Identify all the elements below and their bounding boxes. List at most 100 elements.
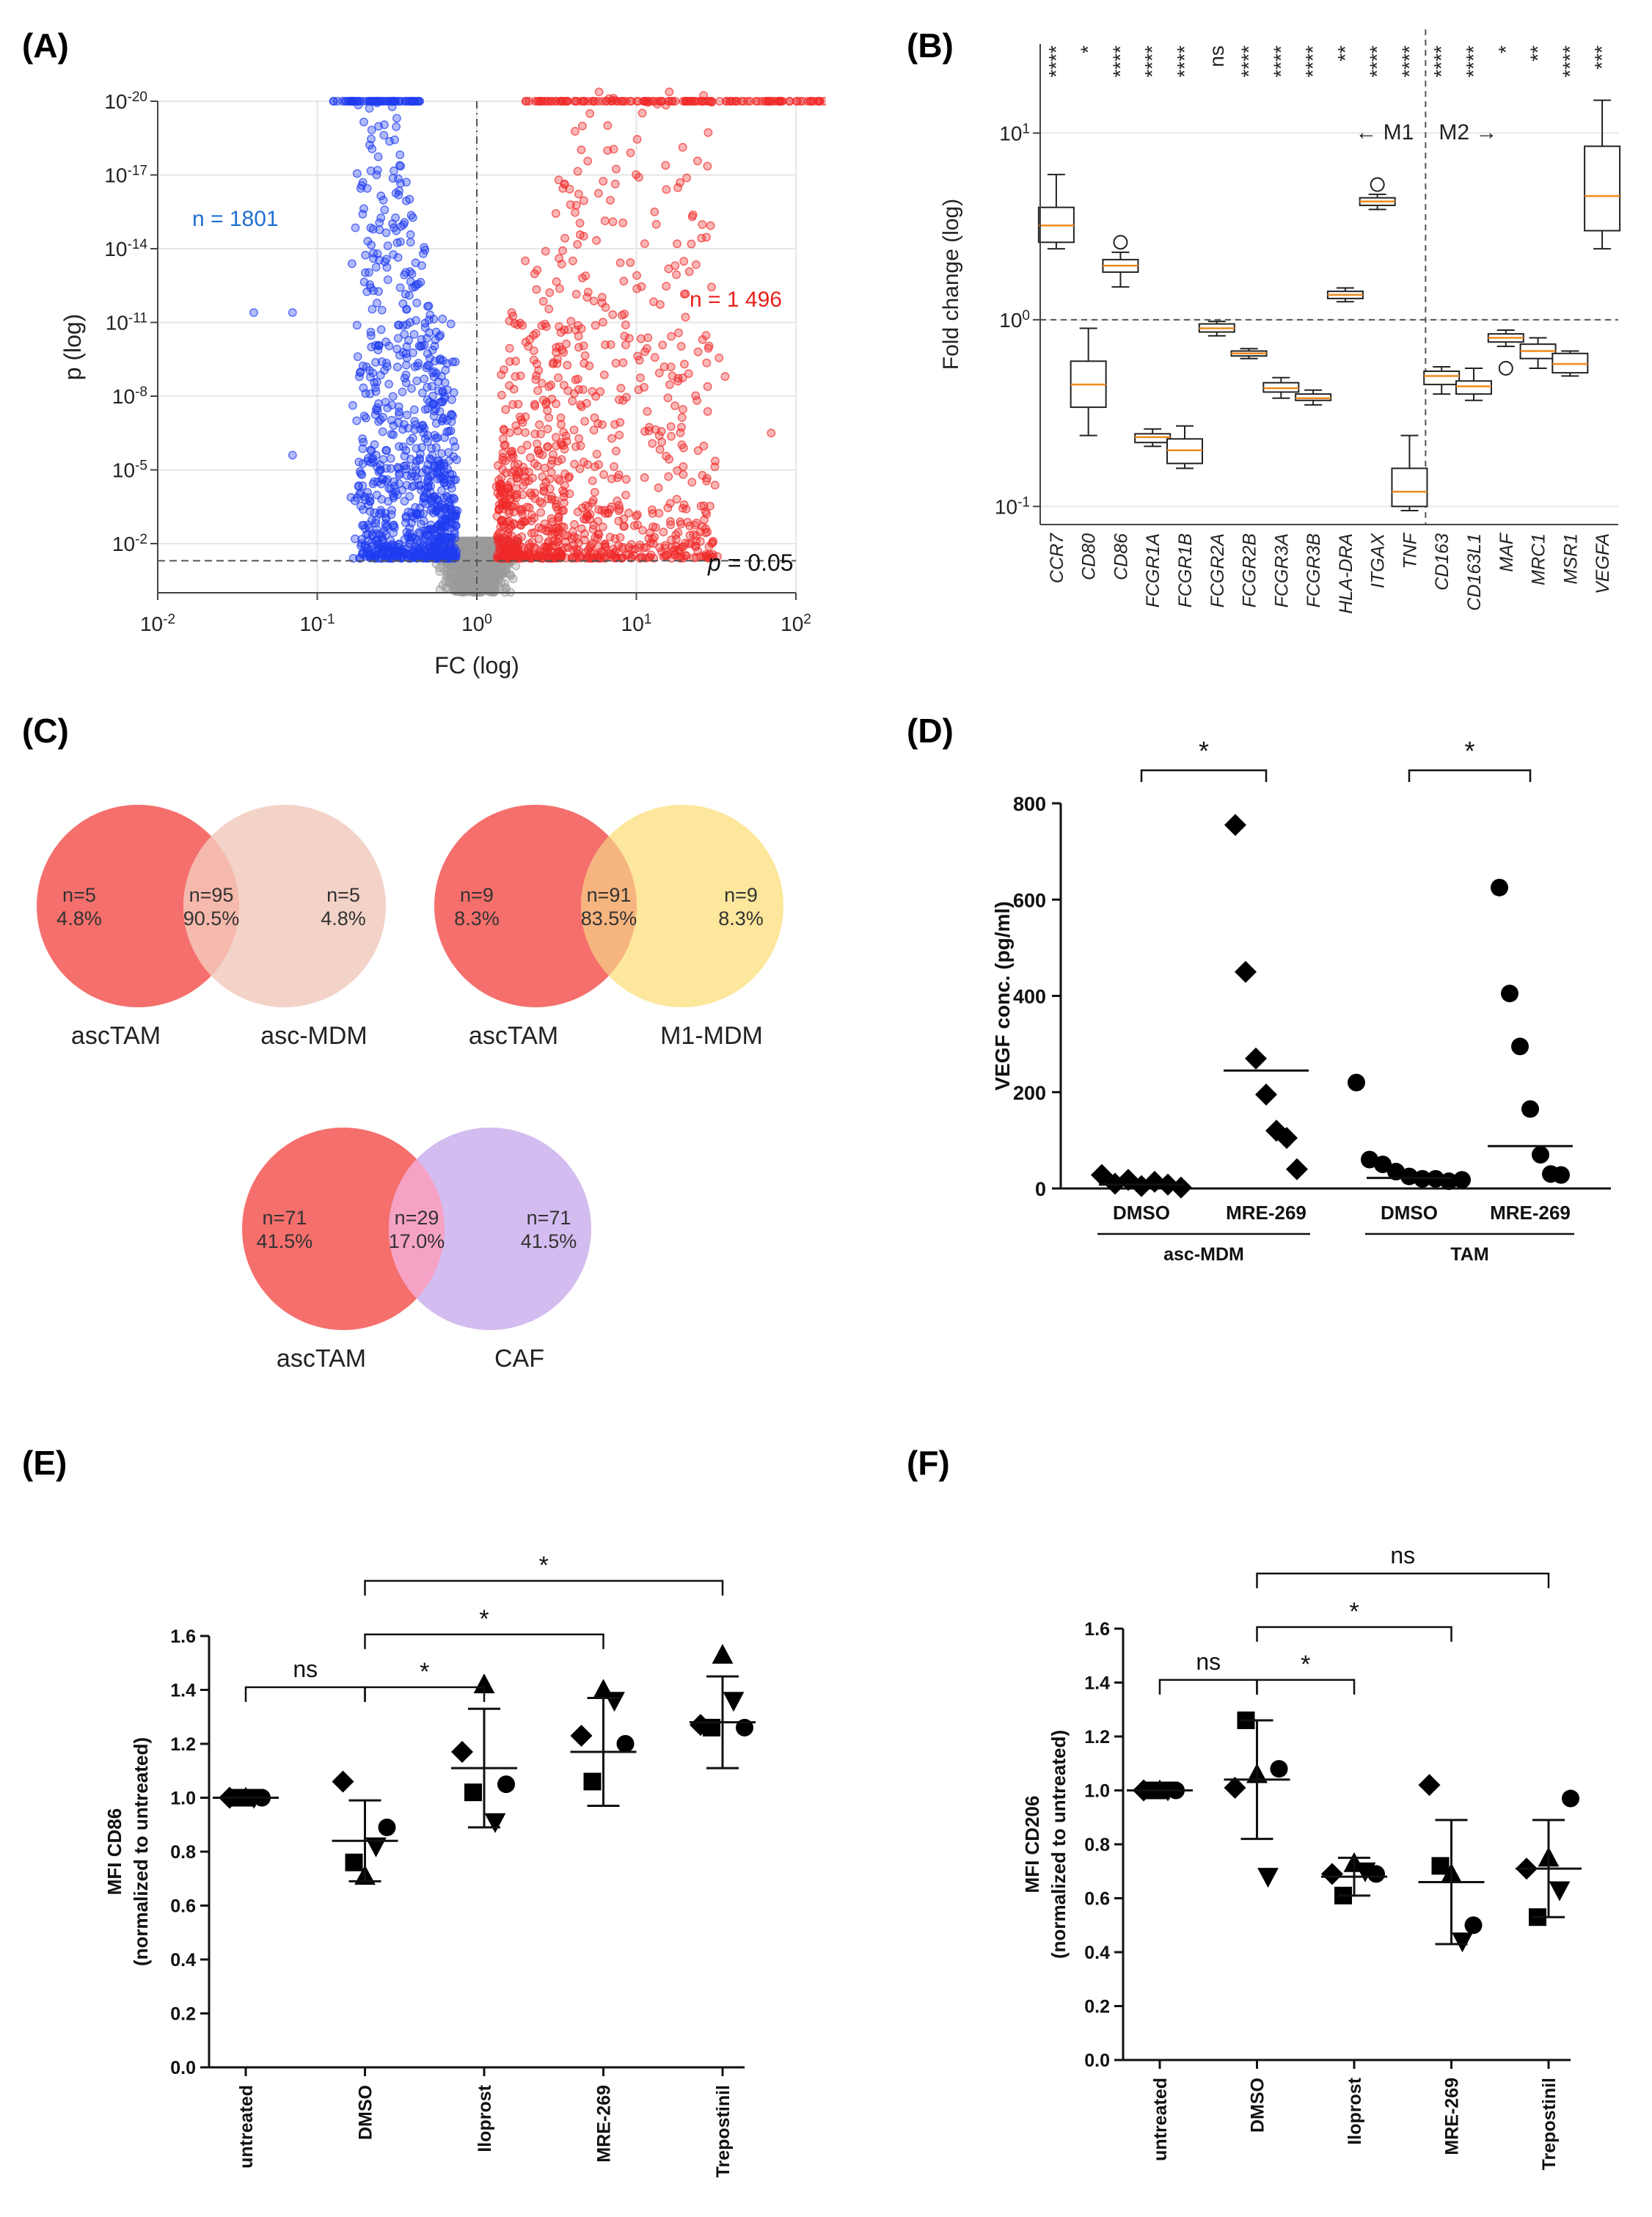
point-up xyxy=(637,109,647,118)
y-axis-label: (normalized to untreated) xyxy=(130,1737,152,1966)
venn-right-percent: 4.8% xyxy=(321,907,366,929)
point-outlier xyxy=(288,308,297,317)
point-down xyxy=(361,250,370,260)
point-down xyxy=(387,505,396,515)
point-down xyxy=(406,238,415,247)
group-label: asc-MDM xyxy=(1163,1244,1244,1265)
point-up xyxy=(580,529,589,538)
point-up xyxy=(701,331,711,340)
comparison-bracket xyxy=(1158,1679,1258,1695)
series-donor-4 xyxy=(1157,1781,1571,1953)
point-ns xyxy=(461,577,471,586)
point-down xyxy=(371,357,380,367)
point-down xyxy=(447,409,456,419)
point-up xyxy=(633,351,643,361)
point-down xyxy=(382,359,391,368)
comparison-bracket xyxy=(1256,1626,1452,1642)
data-point xyxy=(570,1724,593,1747)
point-up xyxy=(650,353,659,362)
data-point xyxy=(345,1853,363,1871)
point-up xyxy=(636,373,645,382)
point-up xyxy=(640,473,649,482)
comparison-label: ns xyxy=(1196,1648,1221,1675)
point-up xyxy=(535,449,544,459)
point-up xyxy=(506,494,516,503)
point-up xyxy=(643,333,653,343)
significance-fcgr3a: **** xyxy=(1269,45,1292,78)
point-up xyxy=(603,121,613,131)
venn-right-count: n=5 xyxy=(326,884,360,906)
point-down xyxy=(414,546,423,555)
point-up xyxy=(588,496,598,505)
point-saturated-up xyxy=(580,97,589,106)
point-up xyxy=(577,145,586,155)
point-up xyxy=(666,362,676,372)
point-saturated-up xyxy=(816,97,825,106)
point-up xyxy=(563,386,573,395)
point-up xyxy=(618,218,628,227)
point-up xyxy=(511,470,521,480)
point-up xyxy=(603,146,613,156)
point-saturated-up xyxy=(796,97,805,106)
point-down xyxy=(363,456,373,466)
point-outlier xyxy=(720,372,730,381)
y-tick-label: 10-20 xyxy=(104,90,147,114)
box-fcgr1a xyxy=(1134,428,1172,448)
point-up xyxy=(599,470,608,479)
point-up xyxy=(499,425,508,434)
point-down xyxy=(383,241,392,250)
point-up xyxy=(565,184,574,194)
point-up xyxy=(607,434,616,443)
point-up xyxy=(614,541,623,551)
point-down xyxy=(366,331,376,340)
point-up xyxy=(552,277,561,286)
y-tick-label: 0.6 xyxy=(170,1896,196,1917)
point-up xyxy=(664,472,673,481)
data-point xyxy=(1270,1760,1288,1778)
venn-right-count: n=71 xyxy=(527,1207,571,1229)
box-cd86 xyxy=(1102,235,1139,288)
point-down xyxy=(430,367,439,376)
point-up xyxy=(659,527,668,537)
point-down xyxy=(395,283,405,293)
point-up xyxy=(601,303,610,312)
point-down xyxy=(359,437,368,447)
comparison-label: * xyxy=(479,1605,489,1633)
point-up xyxy=(553,474,563,483)
gene-label-mrc1: MRC1 xyxy=(1529,533,1549,585)
point-up xyxy=(621,475,631,484)
point-down xyxy=(348,401,357,410)
significance-fcgr2b: **** xyxy=(1238,45,1260,78)
point-down xyxy=(430,527,439,537)
box-plot: (B) ****CCR7*CD80****CD86****FCGR1A****F… xyxy=(907,26,1621,614)
point-down xyxy=(373,166,382,175)
point-up xyxy=(540,519,549,528)
venn-overlap-percent: 90.5% xyxy=(183,907,240,929)
comparison-bracket xyxy=(1256,1572,1550,1588)
point-down xyxy=(376,191,386,200)
data-point xyxy=(1367,1865,1385,1883)
point-up xyxy=(626,148,635,158)
point-down xyxy=(398,348,408,357)
point-down xyxy=(398,387,407,397)
gene-label-fcgr2b: FCGR2B xyxy=(1240,533,1260,607)
point-up xyxy=(621,490,630,500)
point-down xyxy=(423,476,432,485)
point-up xyxy=(614,506,624,516)
point-up xyxy=(549,529,559,538)
point-down xyxy=(378,427,387,437)
point-up xyxy=(531,375,541,384)
point-down xyxy=(387,429,396,439)
point-down xyxy=(400,497,409,506)
x-tick-label: 101 xyxy=(621,612,652,636)
point-saturated-up xyxy=(751,97,761,106)
point-down xyxy=(450,526,459,536)
point-down xyxy=(439,552,449,561)
point-up xyxy=(606,340,615,349)
point-down xyxy=(383,275,392,285)
outlier xyxy=(1370,177,1385,192)
point-up xyxy=(593,516,603,526)
point-up xyxy=(667,536,676,544)
point-up xyxy=(632,170,640,179)
point-down xyxy=(416,481,425,490)
